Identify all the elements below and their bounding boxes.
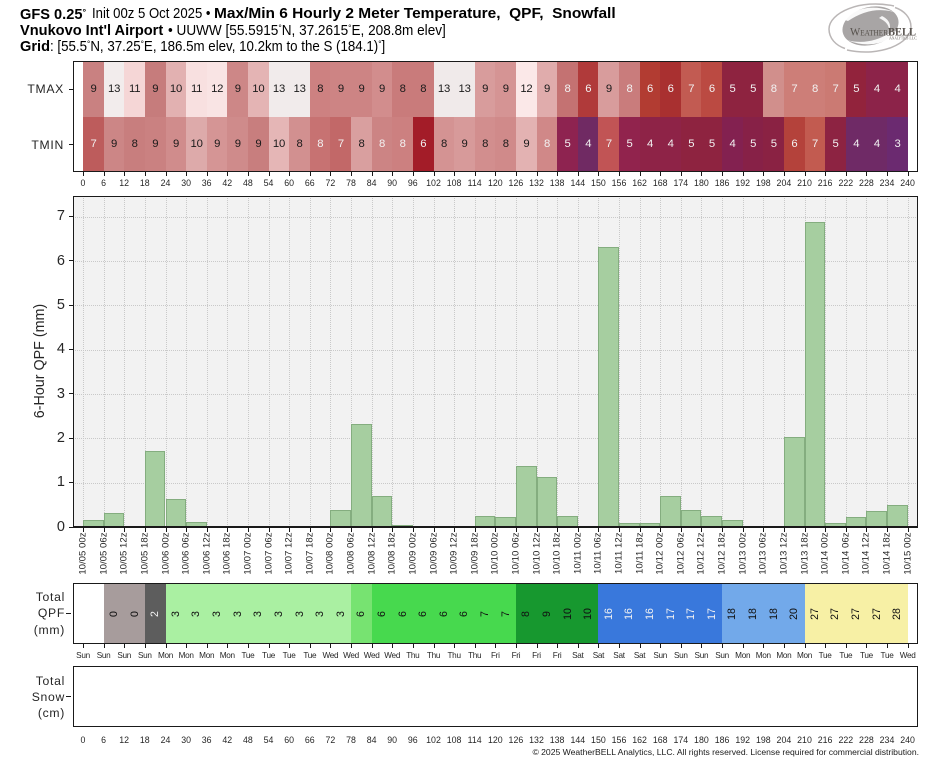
svg-text:ANALYTICS LLC: ANALYTICS LLC — [889, 36, 917, 41]
svg-text:WEATHERBELL: WEATHERBELL — [850, 25, 916, 39]
